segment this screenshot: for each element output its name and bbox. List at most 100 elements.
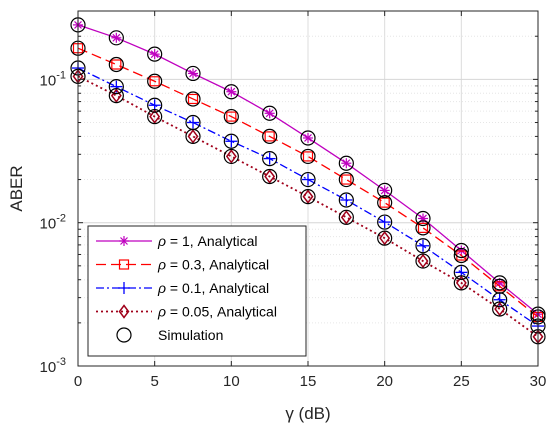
x-tick-label: 5 bbox=[150, 373, 158, 390]
simulation-point bbox=[108, 79, 124, 95]
legend-label: ρ = 0.1, Analytical bbox=[157, 280, 269, 296]
simulation-point bbox=[300, 130, 316, 146]
simulation-point bbox=[492, 275, 508, 291]
simulation-point bbox=[492, 301, 508, 317]
simulation-point bbox=[185, 128, 201, 145]
series-2-point bbox=[225, 135, 238, 148]
legend-marker bbox=[119, 236, 129, 246]
series-1-point bbox=[111, 59, 122, 70]
simulation-point bbox=[262, 128, 278, 145]
simulation-point bbox=[415, 238, 431, 254]
x-tick-label: 15 bbox=[300, 373, 317, 390]
y-tick-label: 10-1 bbox=[40, 69, 66, 89]
x-tick-label: 10 bbox=[223, 373, 240, 390]
series-0-point bbox=[149, 49, 160, 60]
simulation-point bbox=[338, 209, 354, 225]
legend-label: Simulation bbox=[158, 327, 223, 343]
series-1-point bbox=[417, 222, 429, 233]
simulation-point bbox=[223, 108, 239, 125]
simulation-point bbox=[223, 133, 239, 149]
simulation-point bbox=[377, 214, 393, 230]
series-3-point bbox=[302, 189, 314, 204]
series-3-point bbox=[110, 88, 122, 103]
simulation-point bbox=[147, 97, 163, 113]
series-0-point bbox=[264, 108, 275, 119]
series-1-point bbox=[302, 151, 314, 162]
series-3-point bbox=[379, 230, 391, 246]
simulation-point bbox=[338, 192, 354, 208]
series-line-3 bbox=[77, 75, 539, 338]
legend-label: ρ = 0.05, Analytical bbox=[157, 304, 277, 320]
simulation-point bbox=[185, 91, 201, 107]
series-3-point bbox=[340, 210, 352, 225]
x-tick-label: 0 bbox=[74, 373, 82, 390]
legend: ρ = 1, Analytical ρ = 0.3, Analytical ρ = … bbox=[87, 225, 307, 357]
simulation-point bbox=[300, 189, 316, 205]
simulation-point bbox=[223, 148, 239, 165]
simulation-point bbox=[338, 171, 354, 188]
simulation-point bbox=[415, 210, 431, 227]
legend-label: ρ = 0.3, Analytical bbox=[157, 257, 269, 273]
simulation-point bbox=[300, 171, 316, 188]
series-2-point bbox=[378, 216, 391, 229]
series-0-point bbox=[303, 132, 313, 143]
series-0-point bbox=[188, 68, 198, 79]
series-2-point bbox=[263, 152, 276, 165]
simulation-point bbox=[492, 292, 508, 308]
axis-ticks: 0 5 10 15 20 25 30 10-3 10-2 10-1 bbox=[40, 11, 546, 390]
simulation-point bbox=[108, 88, 124, 104]
y-axis-label: ABER bbox=[7, 165, 26, 211]
series-3-point bbox=[417, 253, 429, 269]
legend-marker bbox=[118, 304, 130, 319]
series-3-point bbox=[149, 109, 161, 124]
series-3-point bbox=[264, 169, 276, 184]
series-0-point bbox=[111, 32, 122, 43]
legend-label: ρ = 1, Analytical bbox=[157, 233, 257, 249]
simulation-point bbox=[377, 195, 393, 211]
y-tick-label: 10-3 bbox=[40, 356, 66, 376]
simulation-point bbox=[415, 220, 431, 236]
series-1-point bbox=[341, 174, 352, 185]
series-2-point bbox=[302, 173, 314, 186]
simulation-point bbox=[223, 84, 239, 100]
series-3-point bbox=[225, 149, 237, 164]
x-axis-label: γ (dB) bbox=[285, 404, 330, 423]
simulation-point bbox=[300, 148, 316, 165]
series-3-point bbox=[455, 275, 467, 291]
series-0-point bbox=[379, 185, 390, 196]
simulation-point bbox=[108, 30, 124, 46]
series-1-point bbox=[494, 281, 505, 292]
simulation-point bbox=[262, 168, 278, 185]
series-line-1 bbox=[77, 47, 539, 318]
legend-marker bbox=[118, 282, 130, 294]
simulation-point bbox=[185, 65, 201, 82]
series-3-point bbox=[494, 301, 506, 317]
series-1-point bbox=[264, 131, 275, 142]
legend-marker bbox=[116, 327, 132, 343]
simulation-point bbox=[147, 46, 163, 62]
series-1-point bbox=[187, 93, 199, 105]
simulation-point bbox=[377, 182, 393, 198]
simulation-point bbox=[147, 73, 163, 89]
simulation-point bbox=[453, 264, 469, 280]
x-tick-label: 25 bbox=[453, 373, 470, 390]
series-3-point bbox=[187, 129, 199, 144]
series-1-point bbox=[149, 76, 160, 87]
y-tick-label: 10-2 bbox=[40, 213, 66, 233]
simulation-point bbox=[377, 230, 393, 246]
simulation-point bbox=[453, 275, 469, 291]
series-group bbox=[70, 17, 546, 345]
x-tick-label: 20 bbox=[376, 373, 393, 390]
series-0-point bbox=[341, 158, 352, 169]
series-2-point bbox=[417, 239, 429, 252]
simulation-point bbox=[108, 56, 124, 73]
simulation-point bbox=[415, 253, 431, 269]
simulation-point bbox=[338, 155, 354, 171]
series-2-point bbox=[187, 116, 199, 129]
series-2-point bbox=[340, 193, 353, 206]
legend-marker bbox=[118, 259, 130, 270]
simulation-point bbox=[262, 105, 278, 121]
simulation-point bbox=[453, 247, 469, 264]
